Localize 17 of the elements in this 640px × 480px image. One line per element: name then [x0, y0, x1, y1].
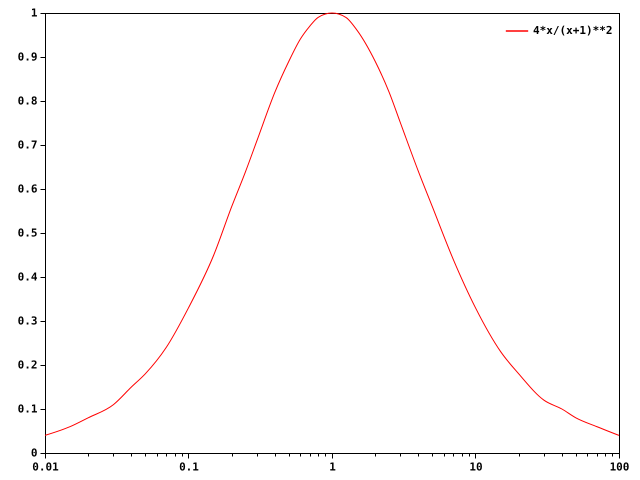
y-tick-label: 1 — [30, 6, 38, 20]
legend-label: 4*x/(x+1)**2 — [533, 24, 612, 37]
y-tick-label: 0.6 — [18, 182, 38, 196]
y-tick-label: 0.4 — [18, 270, 38, 284]
x-tick-label: 0.01 — [32, 460, 60, 474]
y-tick-label: 0.3 — [18, 314, 38, 328]
y-tick-label: 0.2 — [18, 358, 38, 372]
x-tick-label: 100 — [610, 460, 630, 474]
x-tick-label: 10 — [469, 460, 483, 474]
y-tick-label: 0.1 — [18, 402, 38, 416]
y-tick-label: 0.8 — [18, 94, 38, 108]
y-tick-label: 0.9 — [18, 50, 38, 64]
y-tick-label: 0.5 — [18, 226, 38, 240]
y-tick-label: 0 — [30, 446, 38, 460]
y-tick-label: 0.7 — [18, 138, 38, 152]
x-tick-label: 0.1 — [179, 460, 200, 474]
x-tick-label: 1 — [329, 460, 336, 474]
